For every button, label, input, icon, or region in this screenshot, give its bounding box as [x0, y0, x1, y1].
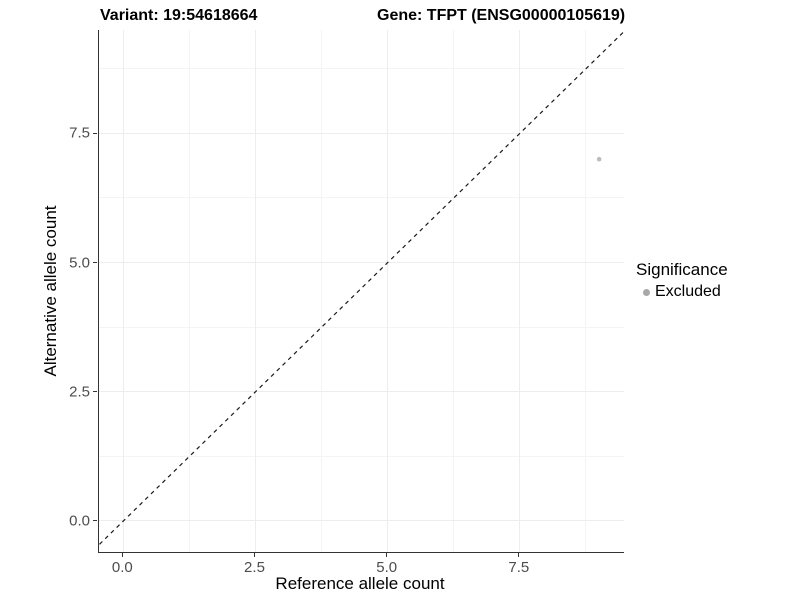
legend-item-excluded: Excluded	[636, 283, 728, 301]
minor-gridline	[321, 30, 323, 552]
x-tick-label: 2.5	[244, 559, 265, 576]
y-tick-label: 2.5	[69, 383, 90, 401]
x-tick-mark	[121, 553, 123, 557]
major-gridline	[99, 520, 624, 522]
minor-gridline	[585, 30, 587, 552]
plot-panel	[98, 30, 624, 553]
minor-gridline	[453, 30, 455, 552]
y-tick-label: 0.0	[69, 512, 90, 530]
major-gridline	[99, 132, 624, 134]
plot-title-gene: Gene: TFPT (ENSG00000105619)	[377, 7, 626, 24]
legend: Significance Excluded	[636, 260, 728, 301]
data-point	[596, 156, 602, 162]
major-gridline	[99, 262, 624, 264]
x-tick-mark	[518, 553, 520, 557]
y-tick-mark	[93, 520, 97, 522]
y-tick-mark	[93, 132, 97, 134]
y-axis-title: Alternative allele count	[41, 205, 60, 377]
major-gridline	[99, 391, 624, 393]
x-axis-title: Reference allele count	[275, 574, 445, 593]
major-gridline	[519, 30, 521, 552]
minor-gridline	[99, 68, 624, 70]
x-tick-mark	[386, 553, 388, 557]
major-gridline	[122, 30, 124, 552]
x-tick-mark	[253, 553, 255, 557]
identity-dashed-line	[99, 30, 624, 546]
y-tick-label: 7.5	[69, 124, 90, 142]
major-gridline	[254, 30, 256, 552]
legend-item-label: Excluded	[655, 283, 721, 300]
x-tick-label: 5.0	[376, 559, 398, 576]
minor-gridline	[99, 197, 624, 199]
legend-title: Significance	[636, 260, 728, 279]
plot-area-svg	[99, 30, 624, 546]
major-gridline	[387, 30, 389, 552]
legend-key-point-icon	[643, 288, 650, 296]
y-tick-mark	[93, 262, 97, 264]
x-tick-label: 0.0	[111, 559, 133, 576]
plot-title-variant: Variant: 19:54618664	[100, 7, 258, 24]
minor-gridline	[99, 455, 624, 457]
y-tick-mark	[93, 391, 97, 393]
minor-gridline	[188, 30, 190, 552]
x-tick-label: 7.5	[508, 559, 530, 576]
minor-gridline	[99, 326, 624, 328]
y-tick-label: 5.0	[69, 254, 90, 272]
